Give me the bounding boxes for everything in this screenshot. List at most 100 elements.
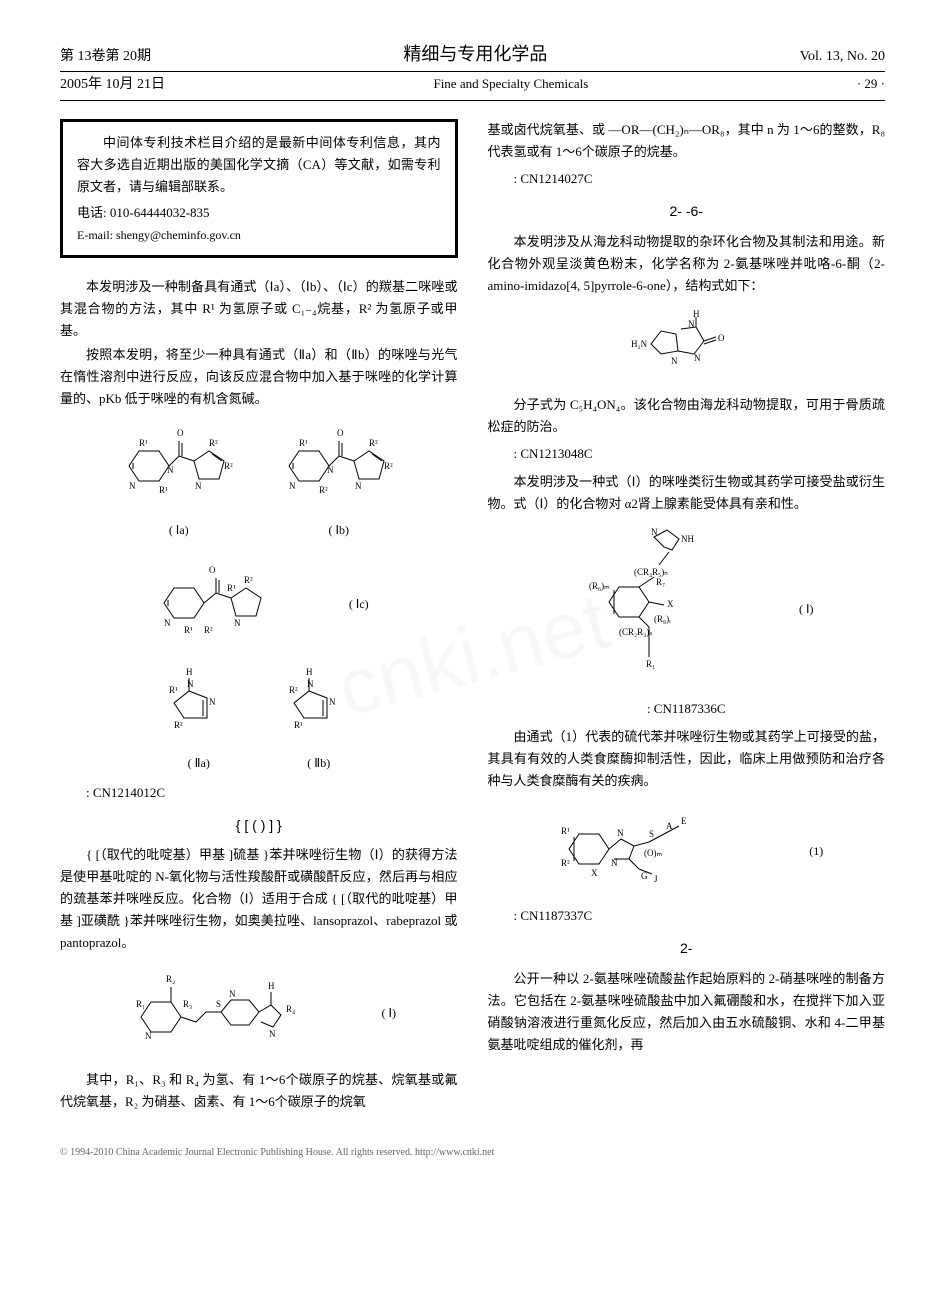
left-para-4: 其中，R₁、R₃ 和 R₄ 为氢、有 1～6个碳原子的烷基、烷氧基或氟代烷氧基，… bbox=[60, 1069, 458, 1113]
svg-text:R²: R² bbox=[319, 485, 328, 495]
editor-info-box: 中间体专利技术栏目介绍的是最新中间体专利信息，其内容大多选自近期出版的美国化学文… bbox=[60, 119, 458, 258]
info-box-phone: 电话: 010-64444032-835 bbox=[77, 202, 441, 224]
svg-text:R²: R² bbox=[209, 438, 218, 448]
patent-cn1214012c: : CN1214012C bbox=[60, 783, 458, 804]
svg-text:R²: R² bbox=[561, 858, 570, 868]
svg-text:O: O bbox=[209, 565, 216, 575]
structure-row-1: R¹ R¹ O R² R² N N N ( Ⅰa) bbox=[60, 421, 458, 541]
structure-1b: R¹ R² O R² R² N N N ( Ⅰb) bbox=[279, 421, 399, 541]
svg-text:H: H bbox=[268, 981, 275, 991]
right-para-2: 分子式为 C₅H₄ON₄。该化合物由海龙科动物提取，可用于骨质疏松症的防治。 bbox=[488, 394, 886, 438]
right-para-1: 本发明涉及从海龙科动物提取的杂环化合物及其制法和用途。新化合物外观呈淡黄色粉末，… bbox=[488, 231, 886, 297]
svg-text:R²: R² bbox=[174, 720, 183, 730]
svg-text:R₄: R₄ bbox=[286, 1004, 295, 1014]
label-2b: ( Ⅱb) bbox=[279, 754, 359, 773]
svg-text:R¹: R¹ bbox=[139, 438, 148, 448]
patent-cn1213048c: : CN1213048C bbox=[488, 444, 886, 465]
svg-text:N: N bbox=[209, 697, 216, 707]
two-column-content: 中间体专利技术栏目介绍的是最新中间体专利信息，其内容大多选自近期出版的美国化学文… bbox=[60, 119, 885, 1115]
right-para-5: 公开一种以 2-氨基咪唑硫酸盐作起始原料的 2-硝基咪唑的制备方法。它包括在 2… bbox=[488, 968, 886, 1056]
header-row-2: 2005年 10月 21日 Fine and Specialty Chemica… bbox=[60, 74, 885, 101]
svg-text:H: H bbox=[186, 667, 193, 677]
svg-text:N: N bbox=[617, 828, 624, 838]
structure-1a: R¹ R¹ O R² R² N N N ( Ⅰa) bbox=[119, 421, 239, 541]
svg-text:R₇: R₇ bbox=[656, 577, 665, 587]
patent-cn1187336c: : CN1187336C bbox=[488, 699, 886, 720]
svg-text:N: N bbox=[167, 465, 174, 475]
svg-text:R¹: R¹ bbox=[184, 625, 193, 635]
svg-text:N: N bbox=[229, 989, 236, 999]
mail-address: shengy@cheminfo.gov.cn bbox=[116, 228, 241, 242]
svg-text:N: N bbox=[355, 481, 362, 491]
right-title-2: 2- bbox=[488, 937, 886, 959]
label-I: ( Ⅰ) bbox=[381, 1006, 396, 1020]
header-date-cn: 2005年 10月 21日 bbox=[60, 74, 165, 96]
svg-text:R¹: R¹ bbox=[299, 438, 308, 448]
svg-text:R²: R² bbox=[369, 438, 378, 448]
svg-text:(CR₄R₅)ₙ: (CR₄R₅)ₙ bbox=[634, 567, 668, 577]
svg-text:R²: R² bbox=[224, 461, 233, 471]
journal-title-en: Fine and Specialty Chemicals bbox=[165, 74, 857, 95]
svg-text:S: S bbox=[649, 829, 654, 839]
svg-text:O: O bbox=[177, 428, 184, 438]
svg-text:N: N bbox=[329, 697, 336, 707]
svg-text:NH: NH bbox=[681, 534, 694, 544]
svg-text:N: N bbox=[671, 356, 678, 366]
svg-text:R¹: R¹ bbox=[561, 826, 570, 836]
right-para-0: 基或卤代烷氧基、或 —OR—(CH₂)ₙ—OR₈，其中 n 为 1～6的整数，R… bbox=[488, 119, 886, 163]
header-row-1: 第 13卷第 20期 精细与专用化学品 Vol. 13, No. 20 bbox=[60, 40, 885, 72]
journal-title-cn: 精细与专用化学品 bbox=[151, 40, 800, 69]
patent-cn1187337c: : CN1187337C bbox=[488, 906, 886, 927]
svg-text:R₃: R₃ bbox=[183, 999, 192, 1009]
svg-text:N: N bbox=[651, 527, 658, 537]
page-footer: © 1994-2010 China Academic Journal Elect… bbox=[60, 1145, 885, 1161]
structure-2a: R¹ R² H N N ( Ⅱa) bbox=[159, 663, 239, 773]
svg-text:(CR₂R₃)ₛ: (CR₂R₃)ₛ bbox=[619, 627, 653, 637]
svg-text:H: H bbox=[693, 309, 700, 319]
structure-imidazole-deriv: NH N (CR₄R₅)ₙ (R₆)ₘ R₇ X (R₈)ᵣ (CR₂R₃)ₛ … bbox=[488, 527, 886, 687]
left-para-3: { [（取代的吡啶基）甲基 ]硫基 }苯并咪唑衍生物（Ⅰ）的获得方法是使甲基吡啶… bbox=[60, 844, 458, 954]
svg-text:H₂N: H₂N bbox=[631, 339, 648, 349]
structure-2b: R² R¹ H N N ( Ⅱb) bbox=[279, 663, 359, 773]
svg-text:N: N bbox=[164, 618, 171, 628]
patent-cn1214027c: : CN1214027C bbox=[488, 169, 886, 190]
phone-number: 010-64444032-835 bbox=[110, 205, 210, 220]
svg-text:(R₆)ₘ: (R₆)ₘ bbox=[589, 581, 610, 591]
header-vol-en: Vol. 13, No. 20 bbox=[800, 46, 885, 68]
left-title-2: { [ ( ) ] } bbox=[60, 814, 458, 836]
label-1c: ( Ⅰc) bbox=[349, 597, 369, 611]
svg-text:N: N bbox=[129, 481, 136, 491]
svg-text:R₁: R₁ bbox=[136, 999, 145, 1009]
svg-text:S: S bbox=[216, 999, 221, 1009]
svg-text:(O)ₘ: (O)ₘ bbox=[644, 848, 662, 858]
left-column: 中间体专利技术栏目介绍的是最新中间体专利信息，其内容大多选自近期出版的美国化学文… bbox=[60, 119, 458, 1115]
svg-text:G: G bbox=[641, 871, 648, 881]
svg-text:J: J bbox=[654, 874, 658, 884]
label-1a: ( Ⅰa) bbox=[119, 521, 239, 540]
left-para-1: 本发明涉及一种制备具有通式（Ⅰa）、（Ⅰb）、（Ⅰc）的羰基二咪唑或其混合物的方… bbox=[60, 276, 458, 342]
page-number: · 29 · bbox=[857, 74, 885, 95]
svg-text:R²: R² bbox=[204, 625, 213, 635]
right-title-1: 2- -6- bbox=[488, 200, 886, 222]
svg-text:N: N bbox=[694, 353, 701, 363]
header-vol-cn: 第 13卷第 20期 bbox=[60, 46, 151, 68]
svg-text:R²: R² bbox=[289, 685, 298, 695]
svg-text:A: A bbox=[666, 821, 673, 831]
svg-text:X: X bbox=[667, 599, 674, 609]
svg-text:R₂: R₂ bbox=[166, 974, 175, 984]
svg-text:N: N bbox=[195, 481, 202, 491]
svg-text:E: E bbox=[681, 816, 687, 826]
svg-text:H: H bbox=[306, 667, 313, 677]
left-para-2: 按照本发明，将至少一种具有通式（Ⅱa）和（Ⅱb）的咪唑与光气在惰性溶剂中进行反应… bbox=[60, 344, 458, 410]
svg-text:N: N bbox=[307, 679, 314, 689]
svg-text:R²: R² bbox=[244, 575, 253, 585]
label-1b: ( Ⅰb) bbox=[279, 521, 399, 540]
right-para-4: 由通式（1）代表的硫代苯并咪唑衍生物或其药学上可接受的盐，其具有有效的人类食糜酶… bbox=[488, 726, 886, 792]
svg-text:R¹: R¹ bbox=[169, 685, 178, 695]
svg-text:N: N bbox=[327, 465, 334, 475]
structure-row-2: R¹ R² H N N ( Ⅱa) R² R¹ H bbox=[60, 663, 458, 773]
svg-text:O: O bbox=[337, 428, 344, 438]
structure-amino-imidazo: H₂N N H N O N bbox=[488, 309, 886, 382]
label-2a: ( Ⅱa) bbox=[159, 754, 239, 773]
svg-text:(R₈)ᵣ: (R₈)ᵣ bbox=[654, 614, 671, 624]
